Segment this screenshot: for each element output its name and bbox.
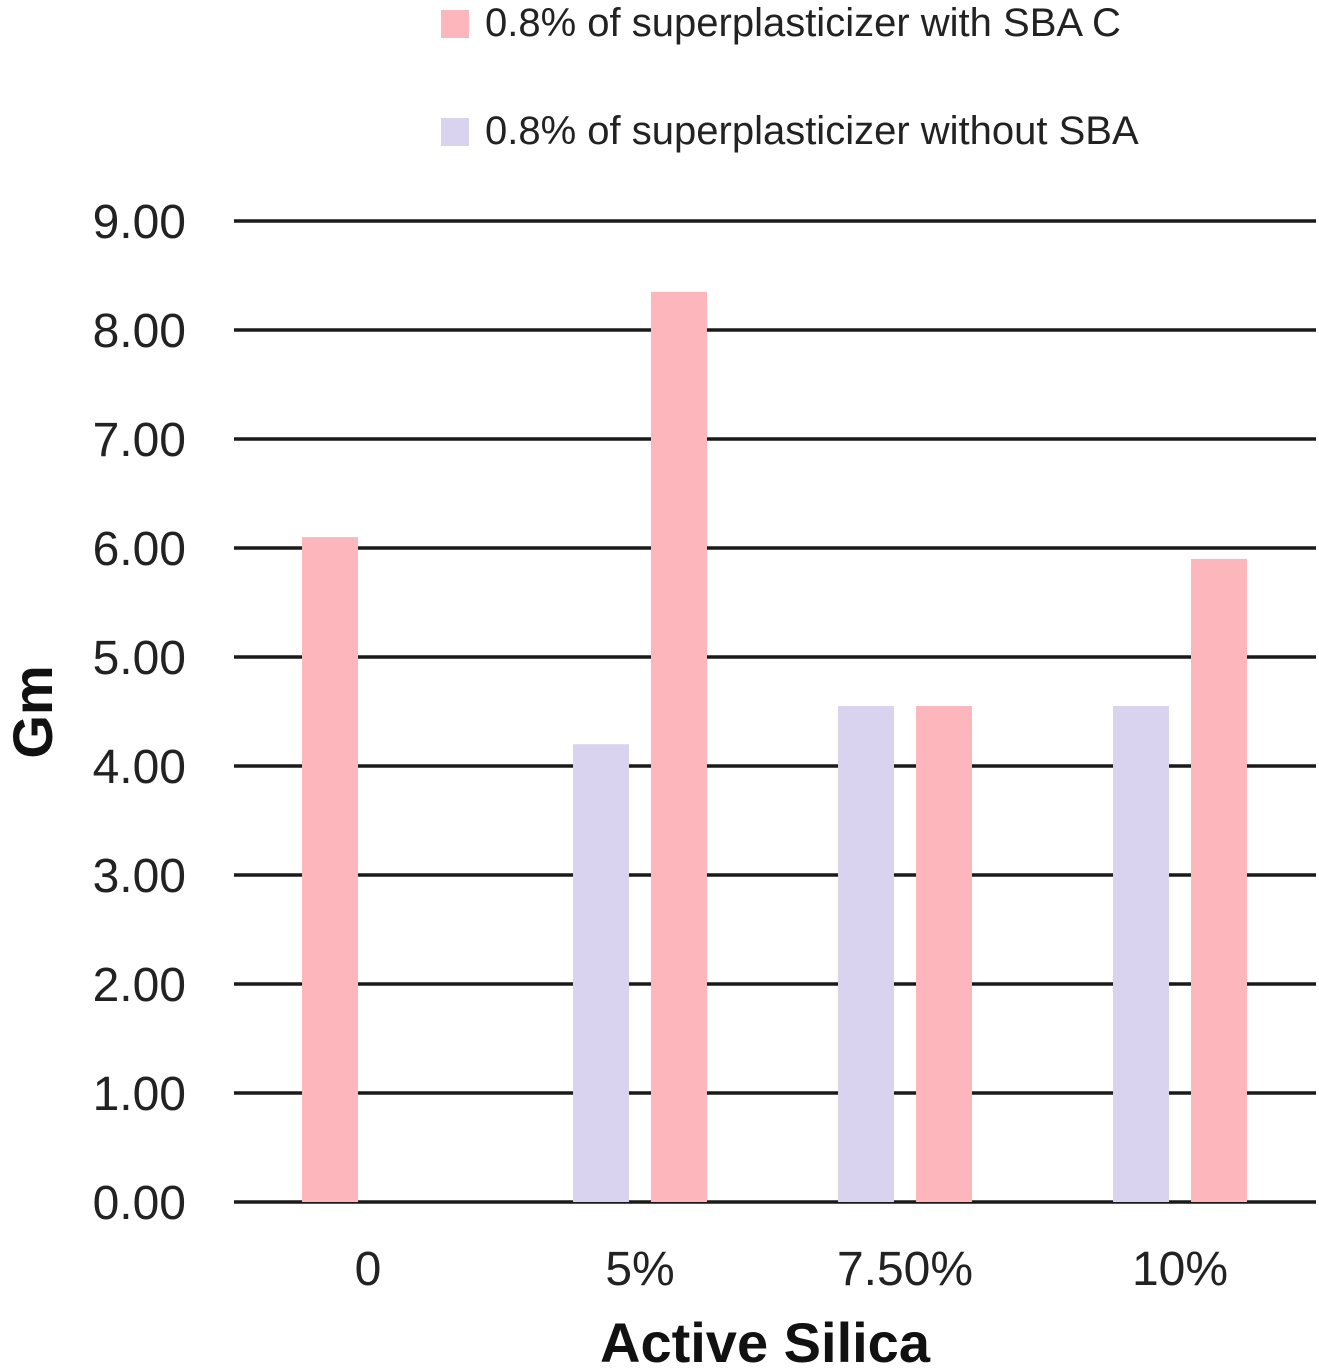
- y-tick-label: 4.00: [93, 741, 186, 794]
- x-axis-ticks: 0 5% 7.50% 10%: [355, 1243, 1228, 1296]
- bar-with-sba-c-2: [916, 706, 972, 1202]
- gridlines: [234, 219, 1316, 1204]
- legend-swatch: [441, 118, 469, 146]
- x-tick-label: 7.50%: [837, 1243, 973, 1296]
- bar-with-sba-c-3: [1191, 558, 1247, 1202]
- y-tick-label: 1.00: [93, 1068, 186, 1121]
- y-tick-label: 2.00: [93, 959, 186, 1012]
- y-tick-label: 3.00: [93, 850, 186, 903]
- x-tick-label: 0: [355, 1243, 382, 1296]
- bar-without-sba-2: [838, 706, 894, 1202]
- bar-with-sba-c-1: [651, 291, 707, 1203]
- y-axis-title: Gm: [1, 665, 64, 758]
- legend-label: 0.8% of superplasticizer with SBA C: [485, 1, 1121, 45]
- bar-without-sba-3: [1113, 706, 1169, 1202]
- x-axis-title: Active Silica: [600, 1311, 931, 1370]
- y-tick-label: 9.00: [93, 196, 186, 249]
- y-tick-label: 7.00: [93, 414, 186, 467]
- legend: 0.8% of superplasticizer with SBA C 0.8% …: [441, 1, 1139, 153]
- y-tick-label: 0.00: [93, 1177, 186, 1230]
- bars: [302, 291, 1247, 1203]
- x-tick-label: 5%: [605, 1243, 674, 1296]
- bar-with-sba-c-0: [302, 537, 358, 1202]
- legend-swatch: [441, 10, 469, 38]
- legend-label: 0.8% of superplasticizer without SBA: [485, 109, 1139, 153]
- bar-without-sba-1: [573, 744, 629, 1202]
- y-tick-label: 6.00: [93, 523, 186, 576]
- x-tick-label: 10%: [1132, 1243, 1228, 1296]
- y-tick-label: 8.00: [93, 305, 186, 358]
- y-tick-label: 5.00: [93, 632, 186, 685]
- y-axis-ticks: 0.00 1.00 2.00 3.00 4.00 5.00 6.00 7.00 8.00 9.00: [93, 196, 186, 1230]
